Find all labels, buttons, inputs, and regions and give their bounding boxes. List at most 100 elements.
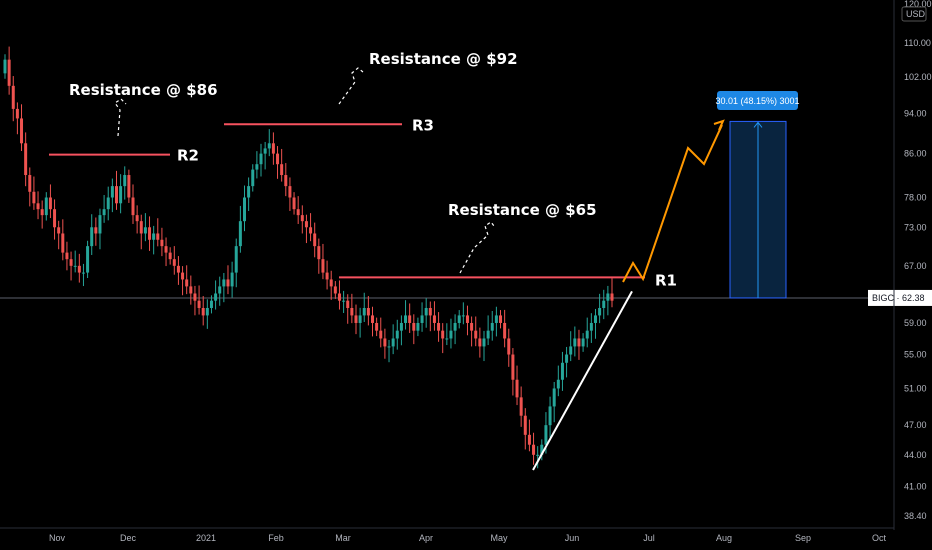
candle-body (589, 322, 593, 331)
candle-body (565, 354, 569, 363)
level-label-r2: R2 (177, 147, 199, 165)
candle-body (333, 286, 337, 294)
candle-body (73, 265, 77, 267)
candle-body (230, 272, 234, 287)
candle-body (548, 406, 552, 426)
candle-body (209, 300, 213, 308)
candle-body (156, 233, 160, 240)
candle-body (309, 227, 313, 234)
y-axis-tick-label: 38.40 (904, 511, 927, 521)
candle-body (185, 279, 189, 287)
currency-box (901, 6, 927, 22)
candle-body (465, 315, 469, 323)
candle-body (494, 315, 498, 323)
candle-body (445, 338, 449, 340)
candle-body (276, 153, 280, 165)
candle-body (222, 279, 226, 287)
level-label-r1: R1 (655, 271, 677, 289)
candle-body (148, 227, 152, 240)
candle-body (131, 197, 135, 216)
candle-body (94, 227, 98, 234)
candle-body (499, 315, 503, 323)
candle-body (98, 215, 102, 234)
candle-body (288, 186, 292, 198)
candle-body (527, 434, 531, 445)
candle-body (593, 315, 597, 323)
candle-body (304, 221, 308, 228)
candle-body (482, 338, 486, 347)
candle-body (197, 300, 201, 308)
candle-body (214, 293, 218, 301)
candle-body (152, 233, 156, 240)
y-axis-tick-label: 120.00 (904, 0, 932, 9)
candle-body (325, 272, 329, 280)
candle-body (267, 143, 271, 149)
y-axis-tick-label: 44.00 (904, 450, 927, 460)
x-axis-tick-label: Aug (716, 533, 732, 543)
candle-body (424, 307, 428, 316)
candle-body (602, 300, 606, 308)
x-axis-tick-label: Apr (419, 533, 433, 543)
x-axis-tick-label: Sep (795, 533, 811, 543)
candle-body (486, 330, 490, 339)
candle-body (181, 272, 185, 280)
candle-body (337, 293, 341, 301)
candle-body (20, 118, 24, 144)
candle-body (585, 330, 589, 339)
projected-path[interactable] (622, 124, 723, 283)
x-axis-tick-label: Jun (565, 533, 580, 543)
candle-body (247, 186, 251, 198)
candle-body (544, 425, 548, 445)
candle-body (176, 265, 180, 273)
candle-body (259, 153, 263, 165)
candle-body (383, 338, 387, 347)
candle-body (77, 265, 81, 273)
candle-body (350, 307, 354, 316)
projected-path-arrow-head (713, 119, 725, 131)
candle-body (24, 143, 28, 176)
candle-body (263, 148, 267, 154)
candle-body (408, 315, 412, 323)
candle-body (404, 315, 408, 323)
candle-body (106, 197, 110, 210)
level-label-r3: R3 (412, 116, 434, 134)
candle-body (40, 209, 44, 216)
candle-body (284, 175, 288, 187)
candle-body (503, 322, 507, 339)
candle-body (201, 307, 205, 316)
candle-body (32, 191, 36, 204)
annotation-r3: Resistance @ $92 (369, 50, 518, 68)
candle-body (395, 330, 399, 339)
candle-body (358, 315, 362, 323)
candle-body (569, 346, 573, 355)
candle-body (474, 330, 478, 339)
y-axis-tick-label: 110.00 (904, 38, 931, 48)
candle-body (536, 454, 540, 456)
y-axis-tick-label: 47.00 (904, 420, 927, 430)
candle-body (317, 246, 321, 260)
candle-body (453, 322, 457, 331)
candle-body (346, 300, 350, 308)
candle-body (375, 322, 379, 331)
y-axis-tick-label: 55.00 (904, 350, 927, 360)
candle-body (511, 354, 515, 380)
candle-body (90, 227, 94, 247)
projection-label-box (717, 91, 798, 110)
candle-body (461, 315, 465, 317)
candle-body (226, 279, 230, 287)
candle-body (490, 322, 494, 331)
candle-body (69, 259, 73, 266)
x-axis-tick-label: Feb (268, 533, 284, 543)
candle-body (57, 227, 61, 234)
candle-body (470, 322, 474, 331)
candle-body (296, 209, 300, 216)
candle-body (362, 307, 366, 316)
x-axis-tick-label: Oct (872, 533, 887, 543)
trendline[interactable] (532, 290, 633, 471)
candle-body (28, 175, 32, 192)
y-axis-tick-label: 59.00 (904, 318, 927, 328)
candle-body (15, 108, 19, 119)
candle-body (3, 59, 7, 74)
x-axis-tick-label: Jul (643, 533, 655, 543)
